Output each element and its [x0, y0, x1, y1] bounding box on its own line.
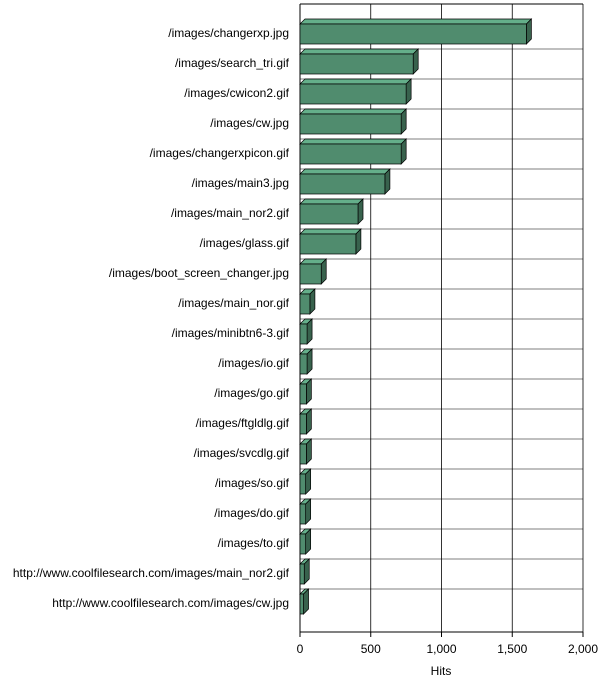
bar	[299, 588, 310, 615]
y-tick-label: /images/do.gif	[214, 506, 289, 520]
bar	[299, 258, 328, 285]
bar	[299, 498, 312, 525]
bar-front	[299, 293, 311, 315]
y-tick-label: /images/go.gif	[214, 386, 289, 400]
x-tick-label: 1,500	[497, 642, 527, 656]
bar	[299, 288, 316, 315]
y-tick-label: /images/glass.gif	[200, 236, 290, 250]
y-tick-label: /images/search_tri.gif	[175, 56, 290, 70]
bar-front	[299, 83, 407, 105]
bar-front	[299, 143, 402, 165]
bar-front	[299, 383, 307, 405]
bar-front	[299, 233, 357, 255]
x-tick-label: 0	[297, 642, 304, 656]
bar-front	[299, 563, 305, 585]
bar-front	[299, 263, 322, 285]
bar	[299, 438, 313, 465]
bar	[299, 318, 313, 345]
bar-front	[299, 353, 308, 375]
bar	[299, 378, 313, 405]
bar	[299, 228, 362, 255]
bar	[299, 168, 391, 195]
y-tick-label: /images/svcdlg.gif	[194, 446, 290, 460]
bar	[299, 198, 364, 225]
bar	[299, 528, 312, 555]
bar-front	[299, 533, 307, 555]
y-tick-label: /images/cwicon2.gif	[184, 86, 289, 100]
x-tick-label: 1,000	[426, 642, 456, 656]
y-tick-label: /images/ftgldlg.gif	[196, 416, 290, 430]
bar	[299, 558, 311, 585]
y-tick-label: /images/io.gif	[218, 356, 289, 370]
bar-top	[299, 108, 408, 115]
bar	[299, 48, 420, 75]
bar-front	[299, 113, 402, 135]
bar-top	[299, 138, 408, 145]
y-tick-label: /images/cw.jpg	[210, 116, 289, 130]
y-tick-label: /images/main_nor2.gif	[171, 206, 290, 220]
bar-top	[299, 18, 533, 25]
bar	[299, 18, 533, 45]
bar-front	[299, 323, 308, 345]
bar	[299, 348, 313, 375]
x-tick-label: 500	[361, 642, 381, 656]
x-axis-label: Hits	[431, 664, 452, 678]
bar-front	[299, 593, 304, 615]
bar-front	[299, 413, 307, 435]
x-tick-label: 2,000	[568, 642, 598, 656]
bar	[299, 468, 312, 495]
bar-top	[299, 48, 420, 55]
bar-top	[299, 78, 412, 85]
bar-top	[299, 168, 391, 175]
bar-top	[299, 198, 364, 205]
bar-front	[299, 203, 359, 225]
y-tick-label: /images/so.gif	[215, 476, 290, 490]
bar-front	[299, 23, 527, 45]
bar-front	[299, 173, 386, 195]
bar	[299, 108, 408, 135]
bar	[299, 78, 412, 105]
y-tick-label: http://www.coolfilesearch.com/images/mai…	[13, 566, 290, 580]
bar-front	[299, 503, 307, 525]
y-tick-label: /images/main_nor.gif	[178, 296, 289, 310]
y-tick-label: /images/changerxpicon.gif	[150, 146, 290, 160]
bar-front	[299, 443, 307, 465]
bar	[299, 408, 313, 435]
bar-front	[299, 473, 307, 495]
y-tick-label: /images/main3.jpg	[192, 176, 289, 190]
y-tick-label: /images/to.gif	[218, 536, 290, 550]
y-tick-label: /images/changerxp.jpg	[168, 26, 289, 40]
bar-front	[299, 53, 414, 75]
bar	[299, 138, 408, 165]
y-tick-label: /images/boot_screen_changer.jpg	[109, 266, 289, 280]
y-tick-label: http://www.coolfilesearch.com/images/cw.…	[52, 596, 289, 610]
y-tick-label: /images/minibtn6-3.gif	[172, 326, 290, 340]
bar-top	[299, 228, 362, 235]
